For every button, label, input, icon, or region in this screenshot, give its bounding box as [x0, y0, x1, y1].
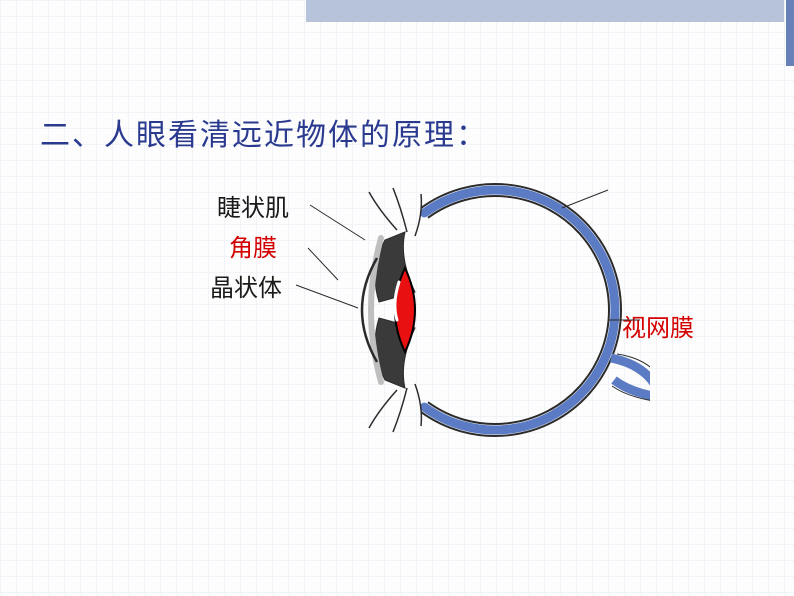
cilia-1: [369, 192, 397, 230]
sclera-outer-border: [421, 184, 621, 436]
leader-extra: [562, 190, 608, 208]
sclera-outer: [424, 190, 615, 430]
cilia-6: [415, 384, 421, 426]
sclera: [421, 184, 621, 436]
leader-lens: [296, 285, 358, 308]
eye-diagram: [290, 160, 650, 480]
cilia-4: [369, 390, 397, 428]
right-decoration-bar: [786, 0, 794, 66]
leader-ciliary: [310, 205, 365, 240]
label-cornea: 角膜: [229, 228, 277, 263]
leader-cornea: [308, 248, 338, 280]
label-ciliary-muscle: 睫状肌: [217, 188, 289, 223]
optic-nerve: [611, 354, 650, 426]
cilia-5: [393, 388, 407, 432]
top-decoration-bar: [306, 0, 784, 22]
cilia-2: [393, 188, 407, 232]
section-title: 二、人眼看清远近物体的原理：: [40, 110, 488, 154]
optic-nerve-path: [611, 358, 650, 426]
label-lens: 晶状体: [210, 268, 282, 303]
leader-lines: [296, 190, 640, 320]
cilia-3: [415, 194, 421, 236]
